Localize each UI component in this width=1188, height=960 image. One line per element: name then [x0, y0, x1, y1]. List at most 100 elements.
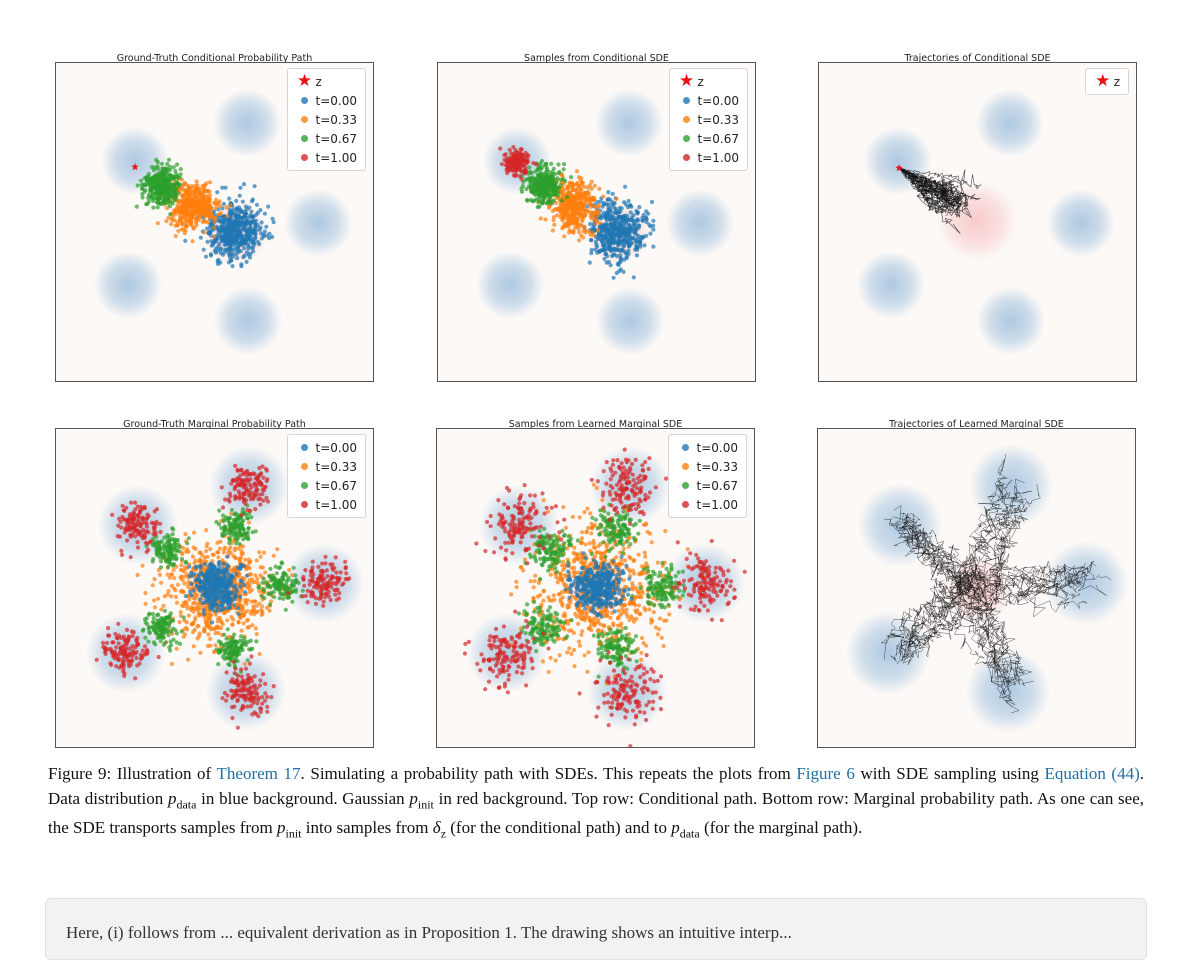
sample-point [210, 552, 215, 557]
sample-point [333, 592, 338, 597]
sample-point [323, 561, 328, 566]
sample-point [111, 650, 116, 655]
sample-point [334, 588, 339, 593]
sample-point [203, 219, 208, 224]
sample-point [566, 220, 571, 225]
panel-title: Ground-Truth Conditional Probability Pat… [116, 53, 313, 64]
sample-point [517, 167, 522, 172]
sample-point [611, 275, 616, 280]
sample-point [247, 255, 253, 260]
data-mode-blob [976, 89, 1044, 157]
sample-point [226, 550, 231, 556]
sample-point [148, 540, 153, 545]
sample-point [214, 239, 219, 244]
sample-point [251, 249, 256, 254]
sample-point [630, 240, 635, 246]
sample-point [151, 557, 156, 562]
sample-point [310, 559, 315, 564]
sample-point [129, 659, 134, 664]
sample-point [265, 694, 270, 699]
sample-point [240, 642, 245, 647]
sample-point [256, 473, 261, 478]
sample-point [520, 156, 525, 161]
sample-point [172, 576, 177, 581]
sample-point [572, 226, 577, 231]
sample-point [271, 684, 276, 689]
sample-point [156, 167, 161, 172]
sample-point [638, 240, 643, 245]
legend-entry: t=0.33 [294, 110, 357, 129]
sample-point [172, 541, 177, 546]
sample-point [511, 145, 516, 150]
sample-point [589, 247, 594, 253]
sample-point [293, 587, 299, 592]
sample-point [274, 571, 279, 576]
sample-point [233, 463, 238, 468]
sample-point [530, 188, 535, 193]
sample-point [543, 184, 548, 190]
sample-point [329, 585, 334, 590]
sample-point [334, 570, 339, 575]
sample-point [244, 477, 249, 482]
sample-point [555, 176, 560, 181]
sample-point [244, 218, 249, 223]
sample-point [121, 645, 126, 650]
sample-point [243, 557, 248, 562]
sample-point [536, 189, 541, 194]
sample-point [539, 186, 544, 191]
sample-point [183, 188, 188, 193]
sample-point [222, 583, 228, 588]
legend-entry: ★ z [294, 72, 357, 91]
sample-point [221, 568, 226, 574]
legend-entry: ★ z [676, 72, 739, 91]
sample-point [109, 662, 114, 667]
sample-point [159, 182, 165, 187]
sample-point [244, 207, 249, 212]
sample-point [266, 204, 271, 209]
sample-point [207, 215, 213, 220]
sample-point [165, 161, 170, 167]
sample-point [141, 182, 146, 187]
sample-point [152, 628, 157, 633]
sample-point [146, 199, 151, 204]
sample-point [240, 551, 245, 556]
sample-point [238, 468, 243, 473]
sample-point [283, 607, 288, 612]
sample-point [257, 601, 262, 606]
sample-point [614, 233, 619, 238]
sample-point [134, 528, 139, 533]
sample-point [600, 222, 606, 227]
sample-point [251, 604, 256, 609]
sample-point [169, 222, 174, 227]
sample-point [135, 635, 140, 641]
sample-point [226, 585, 231, 590]
sample-point [579, 176, 584, 181]
sample-point [243, 642, 249, 648]
sample-point [625, 235, 630, 240]
sample-point [229, 511, 234, 516]
sample-point [623, 184, 628, 189]
sample-point [280, 561, 285, 566]
sample-point [224, 205, 229, 210]
sample-point [207, 180, 213, 185]
sample-point [313, 596, 319, 601]
sample-point [549, 176, 554, 181]
sample-point [239, 634, 244, 639]
sample-point [560, 217, 565, 223]
sample-point [253, 529, 258, 534]
sample-point [190, 554, 196, 559]
sample-point [193, 615, 198, 620]
sample-point [232, 671, 237, 676]
sample-point [127, 646, 132, 651]
sample-point [535, 204, 540, 210]
sample-point [255, 576, 260, 581]
sample-point [227, 537, 232, 542]
sample-point [610, 191, 615, 196]
sample-point [334, 582, 339, 587]
sample-point [565, 195, 570, 200]
sample-point [214, 647, 219, 652]
sample-point [241, 255, 246, 260]
sample-point [168, 212, 173, 217]
sample-point [204, 201, 209, 206]
sample-point [222, 250, 227, 255]
